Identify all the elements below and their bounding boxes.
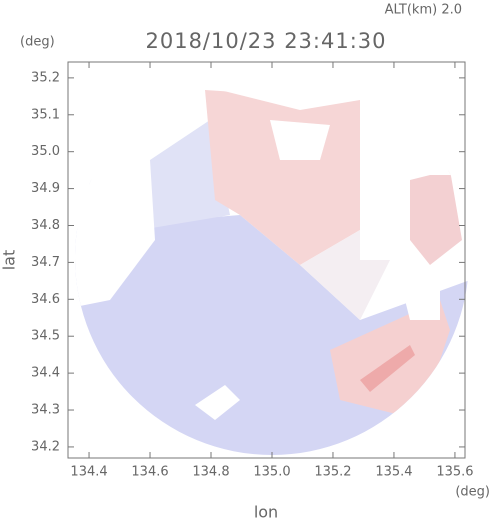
- y-tick-label: 34.8: [31, 218, 60, 233]
- y-tick-label: 34.2: [31, 439, 60, 454]
- y-tick-label: 34.9: [31, 181, 60, 196]
- radar-field: [75, 61, 469, 455]
- x-tick-label: 135.0: [253, 465, 290, 480]
- y-tick-label: 34.7: [31, 255, 60, 270]
- x-unit: (deg): [455, 485, 490, 500]
- y-tick-label: 34.6: [31, 292, 60, 307]
- x-axis-label: lon: [254, 503, 278, 521]
- x-tick-label: 135.6: [436, 465, 473, 480]
- y-unit: (deg): [20, 35, 55, 50]
- y-tick-label: 34.3: [31, 403, 60, 418]
- x-tick-label: 134.6: [131, 465, 168, 480]
- y-tick-label: 35.2: [31, 70, 60, 85]
- x-tick-label: 134.8: [192, 465, 229, 480]
- x-tick-label: 135.2: [314, 465, 351, 480]
- altitude-label: ALT(km) 2.0: [385, 3, 462, 18]
- y-tick-label: 34.4: [31, 366, 60, 381]
- y-tick-label: 35.0: [31, 144, 60, 159]
- y-tick-label: 34.5: [31, 329, 60, 344]
- chart-title: 2018/10/23 23:41:30: [145, 29, 386, 53]
- y-tick-label: 35.1: [31, 107, 60, 122]
- x-tick-label: 134.4: [70, 465, 107, 480]
- plot-frame: [67, 61, 466, 459]
- y-axis-label: lat: [0, 250, 19, 271]
- x-tick-label: 135.4: [375, 465, 412, 480]
